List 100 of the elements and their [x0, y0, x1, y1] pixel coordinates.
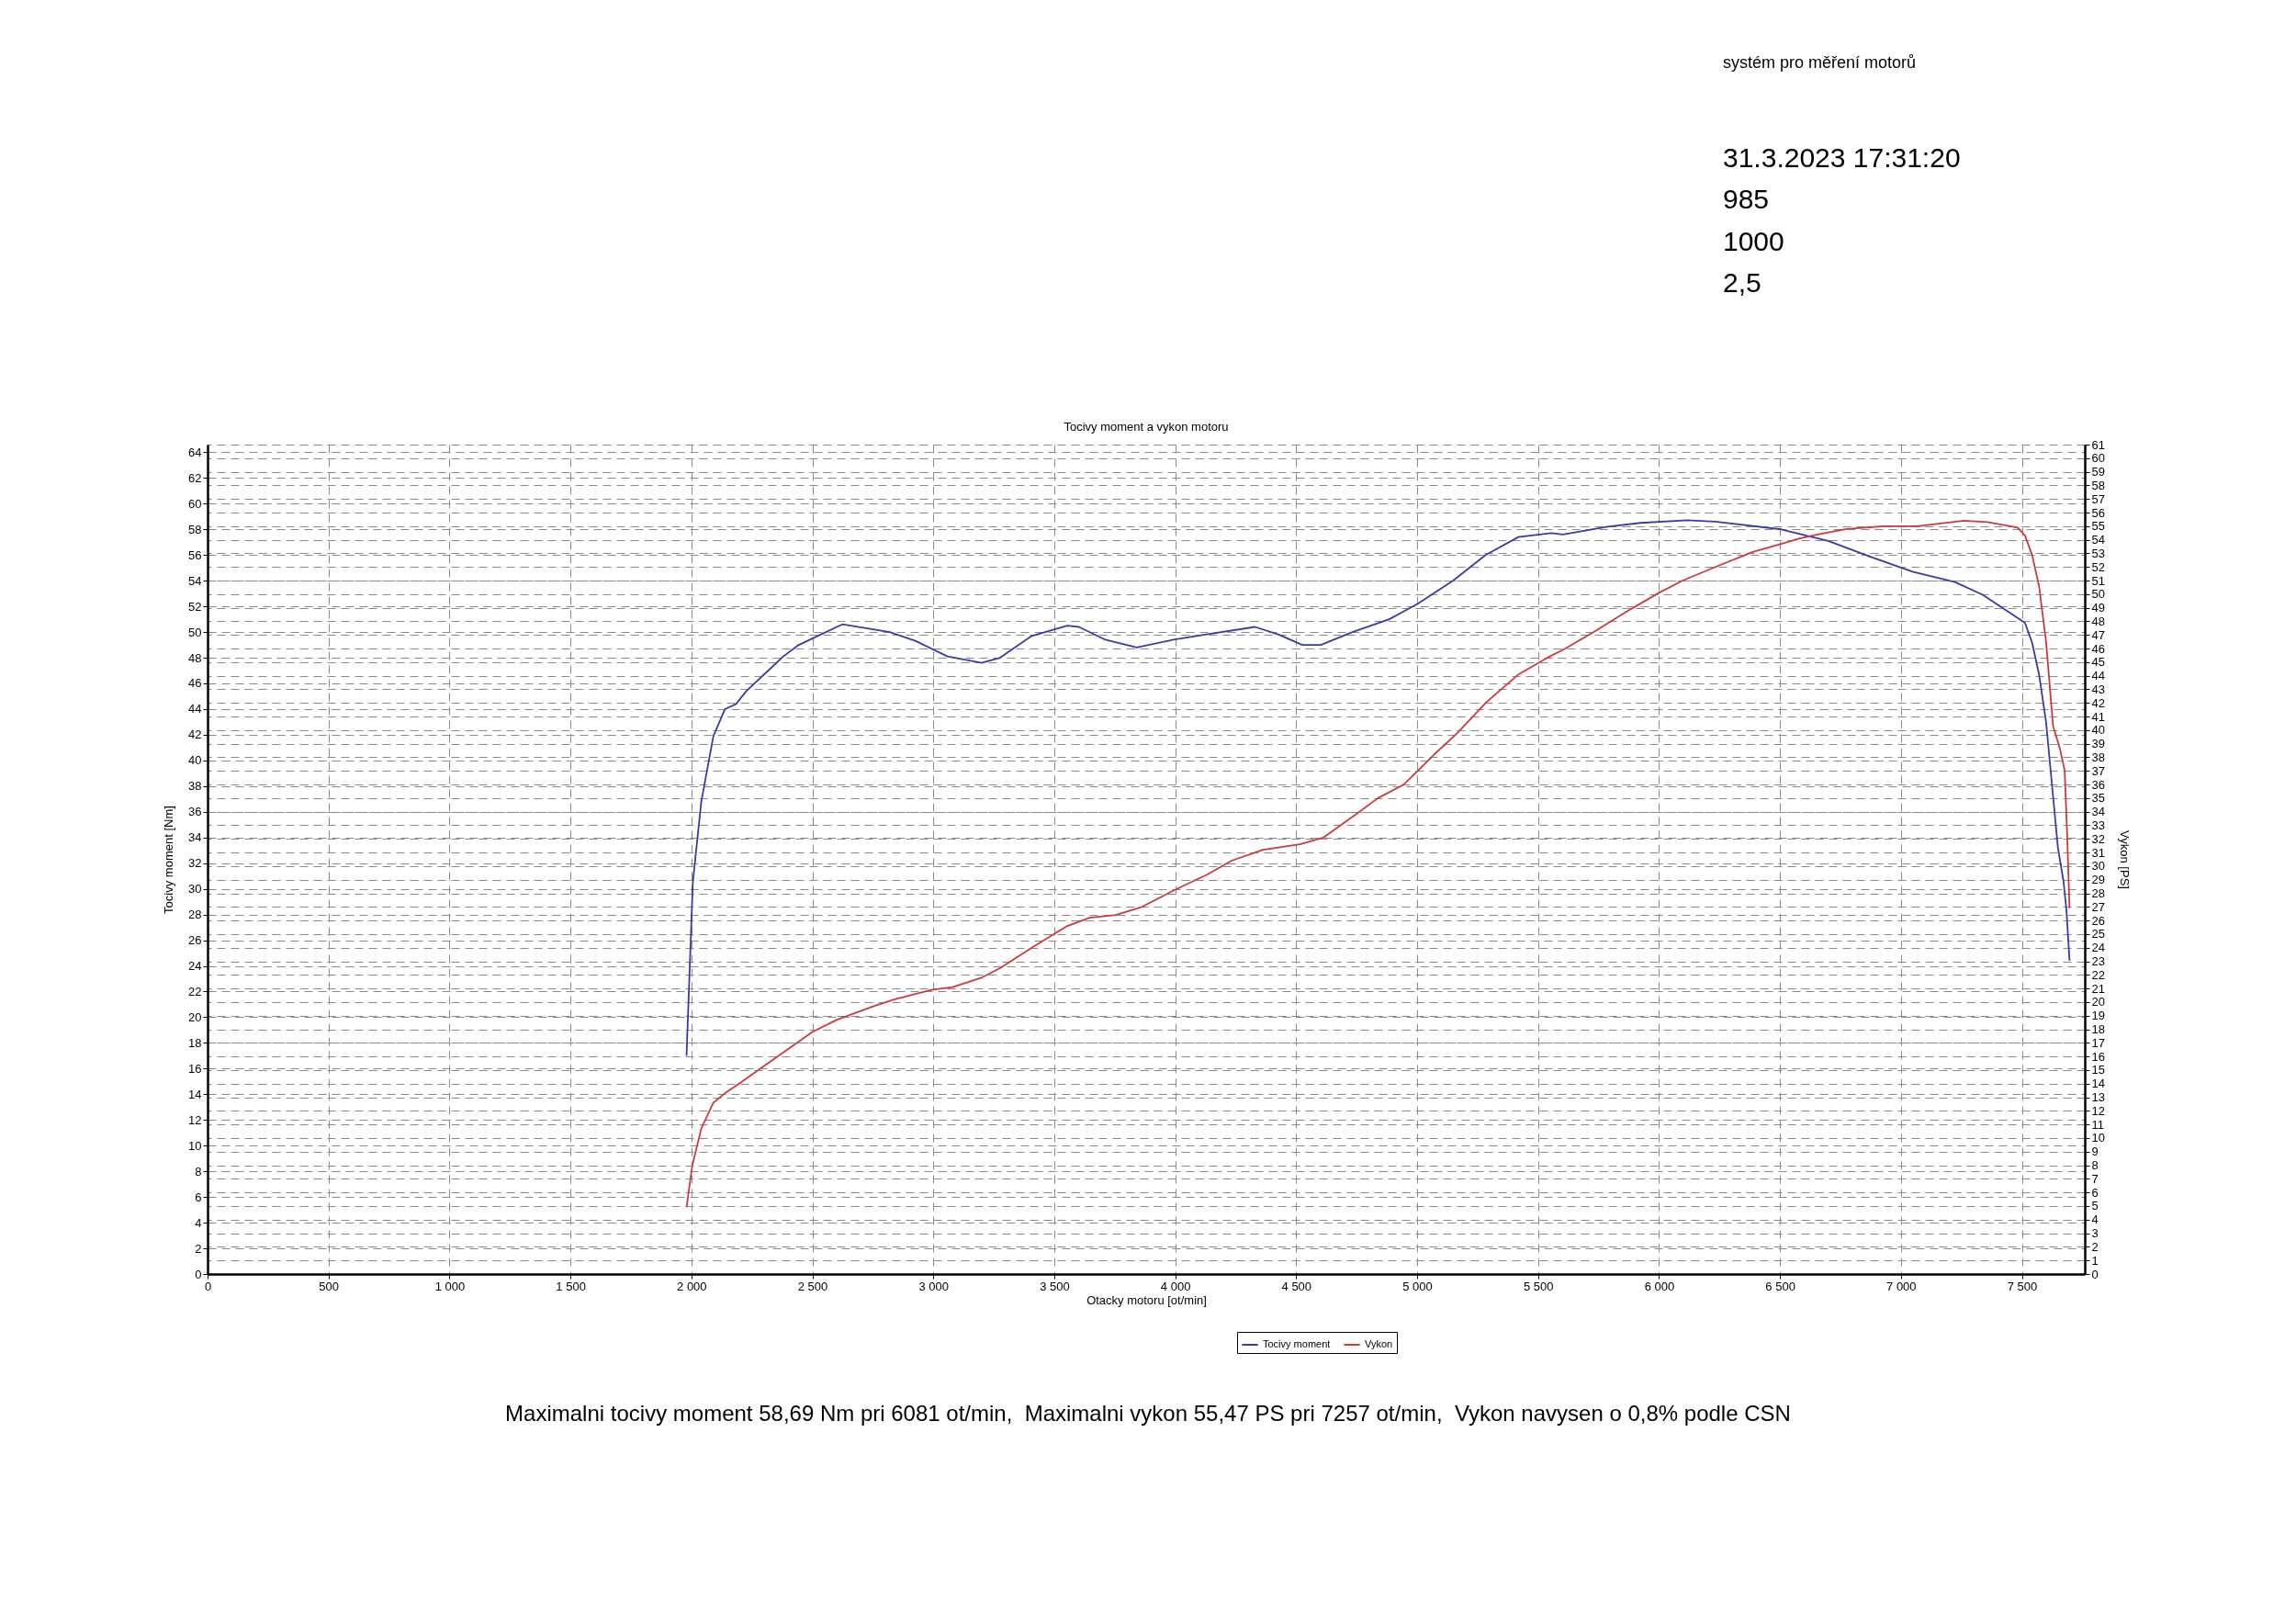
y2-tick-label: 19 [2091, 1009, 2105, 1023]
y2-tick-label: 7 [2091, 1171, 2099, 1186]
y2-tick-label: 4 [2091, 1212, 2099, 1227]
y2-tick-label: 26 [2091, 913, 2105, 928]
y-tick-label: 62 [188, 470, 202, 485]
x-tick-label: 5 500 [1523, 1279, 1554, 1293]
y-tick-label: 34 [188, 830, 202, 845]
y2-tick-label: 29 [2091, 873, 2105, 887]
x-axis-title: Otacky motoru [ot/min] [1086, 1292, 1207, 1307]
y-tick-label: 60 [188, 496, 202, 511]
y2-tick-label: 46 [2091, 641, 2105, 656]
y-axis-title: Tocivy moment [Nm] [162, 806, 176, 914]
y-tick-label: 46 [188, 676, 202, 691]
y-tick-label: 48 [188, 650, 202, 665]
y-tick-label: 52 [188, 599, 202, 614]
y2-tick-label: 44 [2091, 669, 2105, 683]
y2-tick-label: 27 [2091, 899, 2105, 914]
text: 2,5 [1723, 267, 1761, 299]
y-tick-label: 40 [188, 753, 202, 768]
text: systém pro měření motorů [1723, 53, 1917, 73]
x-tick-label: 1 500 [556, 1279, 586, 1293]
y-tick-label: 2 [195, 1241, 202, 1256]
y2-tick-label: 14 [2091, 1077, 2105, 1091]
y2-tick-label: 21 [2091, 981, 2105, 996]
x-tick-label: 5 000 [1402, 1279, 1433, 1293]
x-tick-label: 3 500 [1040, 1279, 1070, 1293]
y2-tick-label: 13 [2091, 1090, 2105, 1105]
x-tick-label: 4 500 [1281, 1279, 1312, 1293]
x-tick-label: 6 500 [1765, 1279, 1795, 1293]
y-tick-label: 0 [195, 1267, 202, 1281]
y2-tick-label: 37 [2091, 763, 2105, 778]
y-tick-label: 8 [195, 1164, 202, 1179]
text: Maximalni tocivy moment 58,69 Nm pri 6081 ot/min, Maximalni vykon 55,47 PS pri 7257 ot/min, Vykon navysen o 0,8% podle CSN [504, 1401, 1792, 1427]
y2-tick-label: 5 [2091, 1199, 2099, 1213]
text: 985 [1723, 184, 1770, 215]
y-tick-label: 54 [188, 573, 202, 588]
y2-tick-label: 31 [2091, 845, 2105, 860]
y-tick-label: 44 [188, 702, 202, 716]
y-tick-label: 64 [188, 445, 202, 459]
y-tick-label: 18 [188, 1035, 202, 1050]
y2-tick-label: 6 [2091, 1185, 2099, 1200]
line-series [685, 520, 2071, 1209]
y-tick-label: 38 [188, 779, 202, 794]
y2-tick-label: 1 [2091, 1253, 2099, 1268]
legend-label: Vykon [1365, 1338, 1393, 1349]
y2-tick-label: 39 [2091, 737, 2105, 751]
y2-tick-label: 12 [2091, 1103, 2105, 1118]
chart-title: Tocivy moment a vykon motoru [1064, 420, 1229, 434]
y-tick-label: 16 [188, 1061, 202, 1076]
y2-tick-label: 59 [2091, 465, 2105, 479]
x-tick-label: 4 000 [1160, 1279, 1191, 1293]
y-tick-label: 14 [188, 1087, 202, 1101]
y-tick-label: 36 [188, 805, 202, 819]
y-tick-label: 10 [188, 1138, 202, 1153]
y2-tick-label: 55 [2091, 519, 2105, 534]
y-tick-label: 4 [195, 1215, 202, 1230]
text: 1000 [1723, 226, 1784, 257]
y2-tick-label: 42 [2091, 695, 2105, 710]
x-tick-label: 7 500 [2007, 1279, 2038, 1293]
y2-tick-label: 30 [2091, 859, 2105, 874]
y2-tick-label: 43 [2091, 682, 2105, 696]
y-tick-label: 30 [188, 882, 202, 897]
y2-tick-label: 17 [2091, 1035, 2105, 1050]
y-tick-label: 28 [188, 908, 202, 922]
y2-tick-label: 18 [2091, 1022, 2105, 1037]
y2-tick-label: 38 [2091, 750, 2105, 764]
y-tick-label: 32 [188, 856, 202, 871]
y2-tick-label: 60 [2091, 451, 2105, 466]
y-tick-label: 58 [188, 522, 202, 536]
y2-tick-label: 23 [2091, 954, 2105, 969]
y2-tick-label: 47 [2091, 627, 2105, 642]
y2-tick-label: 57 [2091, 491, 2105, 506]
y2-tick-label: 56 [2091, 505, 2105, 520]
x-tick-label: 2 000 [677, 1279, 707, 1293]
y-tick-label: 20 [188, 1009, 202, 1024]
y2-tick-label: 32 [2091, 831, 2105, 846]
y2-tick-label: 0 [2091, 1267, 2099, 1281]
y2-tick-label: 10 [2091, 1131, 2105, 1145]
y2-tick-label: 53 [2091, 546, 2105, 560]
x-tick-label: 0 [204, 1279, 212, 1293]
y2-tick-label: 45 [2091, 655, 2105, 670]
y2-tick-label: 24 [2091, 941, 2105, 955]
y2-tick-label: 50 [2091, 587, 2105, 602]
y2-tick-label: 15 [2091, 1063, 2105, 1077]
y2-tick-label: 54 [2091, 533, 2105, 547]
y2-tick-label: 61 [2091, 437, 2105, 452]
y-tick-label: 6 [195, 1190, 202, 1204]
y-tick-label: 24 [188, 959, 202, 974]
y-tick-label: 50 [188, 625, 202, 639]
y2-tick-label: 2 [2091, 1239, 2099, 1254]
y2-tick-label: 58 [2091, 478, 2105, 492]
y-tick-label: 42 [188, 727, 202, 742]
y2-tick-label: 25 [2091, 927, 2105, 942]
x-tick-label: 6 000 [1644, 1279, 1675, 1293]
y2-tick-label: 41 [2091, 709, 2105, 724]
y2-tick-label: 48 [2091, 614, 2105, 628]
y2-tick-label: 11 [2091, 1117, 2104, 1132]
y2-tick-label: 36 [2091, 777, 2105, 792]
x-tick-label: 3 000 [918, 1279, 949, 1293]
y-tick-label: 22 [188, 984, 202, 998]
